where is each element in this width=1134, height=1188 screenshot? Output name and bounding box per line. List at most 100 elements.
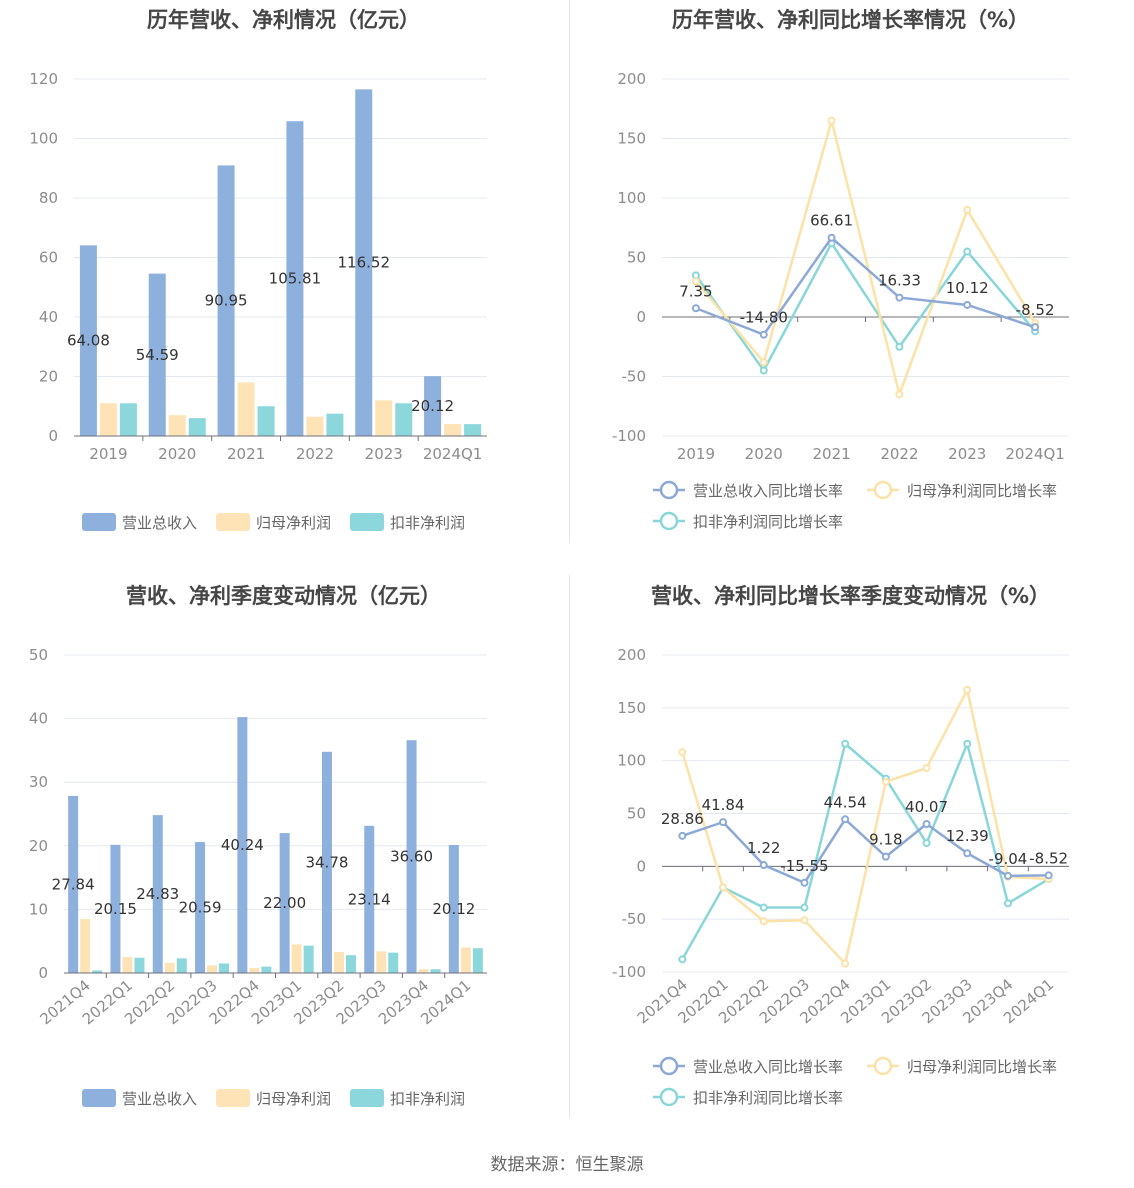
quarter-bar-ytick-label: 10 — [29, 900, 48, 918]
annual-bar-bar-归母净利润 — [237, 382, 255, 436]
quarter-bar-bar-归母净利润 — [80, 918, 91, 973]
quarter-line-ytick-label: 50 — [627, 805, 646, 823]
quarter-bar-ytick-label: 0 — [38, 964, 48, 982]
quarter-bar-ytick-label: 50 — [29, 646, 48, 664]
quarter-bar-ytick-label: 30 — [29, 773, 48, 791]
quarter-line-ytick-label: 150 — [617, 699, 646, 717]
quarter-line-data-label: 44.54 — [824, 793, 867, 811]
annual-bar-ytick-label: 60 — [39, 249, 58, 267]
quarter-bar-bar-扣非净利润 — [303, 945, 314, 973]
quarter-bar-bar-扣非净利润 — [472, 948, 483, 973]
annual-line-ytick-label: -100 — [612, 427, 646, 445]
vertical-divider-top — [569, 0, 570, 543]
annual-line-point-归母净利润同比增长率 — [691, 277, 700, 286]
quarter-line-series-line-营业总收入同比增长率 — [681, 818, 1049, 885]
annual-bar-data-label: 54.59 — [136, 346, 179, 364]
quarter-line-point-扣非净利润同比增长率 — [759, 903, 768, 912]
quarter-bar-data-label: 27.84 — [52, 875, 95, 893]
annual-line-ytick-label: 50 — [627, 249, 646, 267]
quarter-bar-bar-归母净利润 — [122, 957, 133, 973]
annual-bar-xtick-label: 2021 — [227, 445, 265, 463]
quarter-bar-data-label: 40.24 — [221, 836, 264, 854]
annual-line-point-扣非净利润同比增长率 — [759, 366, 768, 375]
annual-bar-legend-swatch — [350, 513, 384, 531]
quarter-line-point-归母净利润同比增长率 — [759, 917, 768, 926]
quarter-bar-bar-扣非净利润 — [345, 955, 356, 973]
quarter-bar-bar-营业总收入 — [68, 795, 79, 973]
annual-line-point-扣非净利润同比增长率 — [963, 247, 972, 256]
annual-line-xtick-label: 2024Q1 — [1005, 445, 1065, 463]
quarter-line-panel: 营收、净利同比增长率季度变动情况（%） -100 -50 0 50 100 150 200 2… — [567, 576, 1134, 1151]
annual-bar-bar-扣非净利润 — [464, 424, 482, 436]
annual-line-legend-label: 扣非净利润同比增长率 — [693, 513, 843, 531]
quarter-line-data-label: -15.55 — [780, 857, 828, 875]
quarter-line-series-line-扣非净利润同比增长率 — [681, 742, 1050, 960]
annual-bar-ytick-label: 40 — [39, 308, 58, 326]
quarter-bar-bar-营业总收入 — [152, 815, 163, 973]
quarter-line-point-归母净利润同比增长率 — [922, 764, 931, 773]
annual-bar-bar-归母净利润 — [375, 400, 393, 436]
quarter-bar-data-label: 24.83 — [136, 885, 179, 903]
quarter-line-point-扣非净利润同比增长率 — [963, 739, 972, 748]
annual-bar-xtick-label: 2024Q1 — [423, 445, 483, 463]
annual-bar-xtick-label: 2020 — [158, 445, 196, 463]
quarter-line-data-label: 28.86 — [661, 810, 704, 828]
annual-line-series-line-营业总收入同比增长率 — [695, 236, 1036, 336]
quarter-line-point-归母净利润同比增长率 — [841, 959, 850, 968]
quarter-bar-data-label: 36.60 — [390, 848, 433, 866]
quarter-line-point-营业总收入同比增长率 — [881, 852, 890, 861]
quarter-bar-bar-归母净利润 — [249, 967, 260, 973]
quarter-line-data-label: 40.07 — [905, 798, 948, 816]
annual-line-point-扣非净利润同比增长率 — [895, 342, 904, 351]
annual-line-data-label: -14.80 — [740, 309, 788, 327]
annual-line-data-label: -8.52 — [1016, 301, 1055, 319]
annual-line-ytick-label: 0 — [636, 308, 646, 326]
annual-bar-ytick-label: 120 — [29, 70, 58, 88]
quarter-bar-bar-营业总收入 — [406, 740, 417, 973]
annual-line-series-line-扣非净利润同比增长率 — [694, 241, 1037, 372]
quarter-line-data-label: -9.04 — [989, 850, 1028, 868]
annual-bar-bar-营业总收入 — [217, 165, 235, 436]
quarter-line-point-扣非净利润同比增长率 — [841, 739, 850, 748]
quarter-bar-bar-营业总收入 — [321, 751, 332, 973]
annual-line-point-归母净利润同比增长率 — [895, 390, 904, 399]
annual-line-xtick-label: 2023 — [948, 445, 986, 463]
annual-bar-bar-扣非净利润 — [257, 406, 275, 436]
quarter-bar-bar-营业总收入 — [448, 845, 459, 973]
annual-line-data-label: 66.61 — [810, 212, 853, 230]
quarter-bar-bar-归母净利润 — [291, 944, 302, 973]
annual-line-point-归母净利润同比增长率 — [827, 116, 836, 125]
quarter-bar-data-label: 23.14 — [348, 890, 391, 908]
annual-line-xtick-label: 2022 — [880, 445, 918, 463]
quarter-line-data-label: 9.18 — [869, 831, 902, 849]
annual-bar-bar-归母净利润 — [168, 415, 186, 436]
quarter-line-point-扣非净利润同比增长率 — [1003, 899, 1012, 908]
quarter-line-ytick-label: 0 — [636, 857, 646, 875]
quarter-bar-title: 营收、净利季度变动情况（亿元） — [126, 584, 441, 608]
quarter-line-ytick-label: 200 — [617, 646, 646, 664]
quarter-line-data-label: 41.84 — [702, 796, 745, 814]
annual-bar-bar-归母净利润 — [444, 424, 462, 436]
quarter-line-point-归母净利润同比增长率 — [963, 685, 972, 694]
quarter-line-legend-marker — [659, 1087, 679, 1107]
quarter-bar-bar-扣非净利润 — [388, 952, 399, 973]
annual-bar-bar-营业总收入 — [79, 245, 97, 436]
annual-bar-ytick-label: 0 — [48, 427, 58, 445]
quarter-bar-bar-营业总收入 — [110, 844, 121, 973]
quarter-line-ytick-label: -100 — [612, 963, 646, 981]
quarter-bar-ytick-label: 40 — [29, 710, 48, 728]
annual-line-title: 历年营收、净利同比增长率情况（%） — [671, 8, 1030, 32]
annual-line-data-label: 10.12 — [946, 279, 989, 297]
quarter-line-point-营业总收入同比增长率 — [1044, 871, 1053, 880]
quarter-line-ytick-label: -50 — [622, 910, 647, 928]
quarter-bar-legend-swatch — [82, 1089, 116, 1107]
quarter-bar-legend-swatch — [216, 1089, 250, 1107]
annual-line-series-line-归母净利润同比增长率 — [694, 119, 1037, 396]
annual-bar-bar-营业总收入 — [424, 376, 442, 436]
annual-line-point-营业总收入同比增长率 — [1031, 323, 1040, 332]
quarter-line-legend-label: 营业总收入同比增长率 — [693, 1058, 843, 1076]
annual-bar-data-label: 116.52 — [338, 254, 391, 272]
quarter-bar-bar-扣非净利润 — [134, 957, 145, 973]
quarter-bar-bar-营业总收入 — [237, 717, 248, 973]
annual-bar-bar-归母净利润 — [306, 416, 324, 436]
